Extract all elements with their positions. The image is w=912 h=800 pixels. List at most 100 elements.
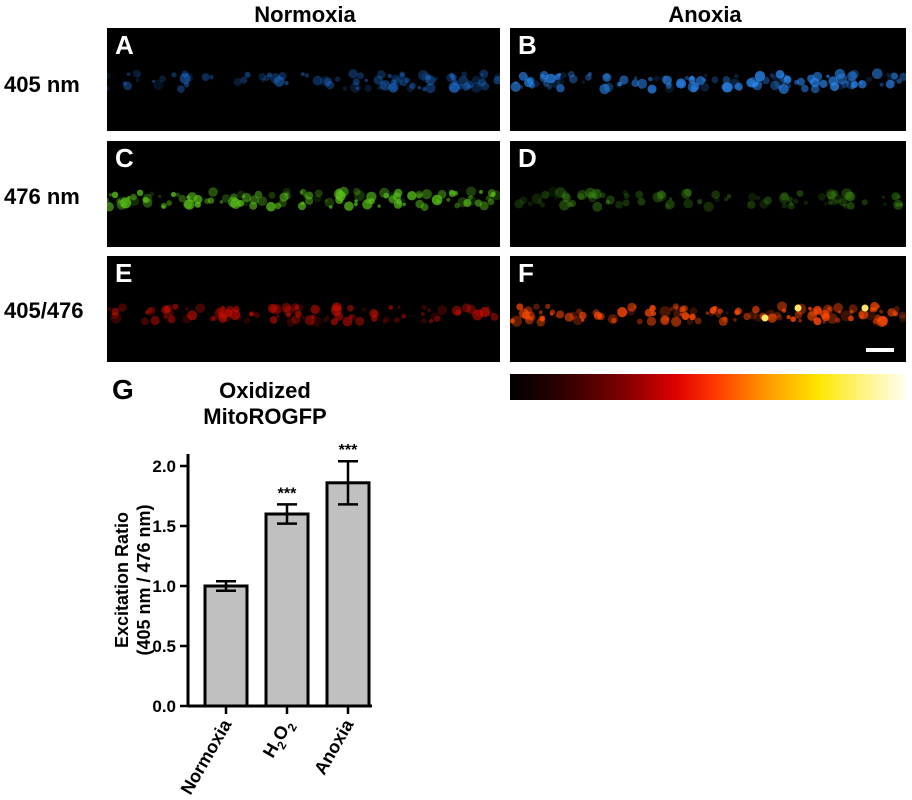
fluorescence-spot bbox=[606, 199, 611, 205]
fluorescence-spot bbox=[149, 307, 155, 313]
fluorescence-spot bbox=[660, 316, 670, 326]
fluorescence-spot bbox=[462, 85, 469, 92]
fluorescence-spot bbox=[828, 196, 832, 200]
fluorescence-spot bbox=[394, 77, 403, 86]
fluorescence-spot bbox=[357, 72, 365, 80]
fluorescence-spot bbox=[466, 304, 477, 315]
fluorescence-spot bbox=[581, 80, 586, 84]
fluorescence-spot bbox=[538, 310, 543, 315]
fluorescence-spot bbox=[267, 72, 272, 78]
fluorescence-spot bbox=[421, 189, 432, 200]
fluorescence-spot bbox=[810, 77, 820, 88]
hot-spot bbox=[861, 304, 869, 312]
x-tick-label: Anoxia bbox=[310, 715, 358, 778]
fluorescence-spot bbox=[710, 305, 720, 315]
fluorescence-spot bbox=[836, 80, 846, 90]
fluorescence-spot bbox=[311, 314, 316, 319]
fluorescence-spot bbox=[813, 305, 822, 315]
fluorescence-spot bbox=[463, 198, 472, 208]
fluorescence-spot bbox=[755, 82, 759, 86]
fluorescence-spot bbox=[872, 318, 879, 325]
fluorescence-spot bbox=[647, 84, 657, 94]
fluorescence-spot bbox=[402, 202, 407, 207]
fluorescence-spot bbox=[107, 307, 112, 311]
fluorescence-spot bbox=[831, 196, 836, 201]
fluorescence-spot bbox=[585, 187, 596, 199]
fluorescence-spot bbox=[342, 316, 353, 327]
fluorescence-spot bbox=[539, 315, 545, 322]
fluorescence-spot bbox=[689, 313, 696, 321]
fluorescence-spot bbox=[221, 194, 231, 203]
fluorescence-spot bbox=[759, 199, 769, 209]
fluorescence-spot bbox=[838, 310, 842, 314]
fluorescence-spot bbox=[539, 70, 549, 80]
fluorescence-spot bbox=[587, 191, 594, 198]
fluorescence-spot bbox=[705, 311, 709, 315]
fluorescence-spot bbox=[418, 70, 429, 81]
fluorescence-spot bbox=[405, 77, 411, 83]
fluorescence-spot bbox=[320, 75, 331, 87]
fluorescence-spot bbox=[858, 309, 869, 320]
fluorescence-spot bbox=[324, 78, 331, 85]
fluorescence-spot bbox=[666, 83, 672, 89]
fluorescence-spot bbox=[383, 192, 390, 199]
fluorescence-spot bbox=[461, 71, 468, 78]
fluorescence-spot bbox=[841, 80, 849, 89]
fluorescence-spot bbox=[145, 310, 150, 315]
fluorescence-spot bbox=[387, 83, 398, 93]
fluorescence-spot bbox=[885, 79, 895, 89]
fluorescence-spot bbox=[322, 317, 328, 323]
y-tick-label: 1.0 bbox=[152, 577, 176, 596]
fluorescence-spot bbox=[704, 73, 708, 78]
fluorescence-spot bbox=[896, 194, 901, 199]
fluorescence-spot bbox=[605, 199, 610, 204]
fluorescence-spot bbox=[107, 202, 114, 212]
fluorescence-spot bbox=[849, 309, 854, 314]
fluorescence-spot bbox=[787, 202, 795, 210]
fluorescence-spot bbox=[472, 75, 481, 85]
panel-letter-d: D bbox=[518, 143, 537, 173]
row-label-405: 405 nm bbox=[4, 72, 80, 97]
fluorescence-spot bbox=[556, 84, 565, 93]
fluorescence-spot bbox=[466, 186, 477, 197]
fluorescence-spot bbox=[793, 198, 799, 204]
fluorescence-spot bbox=[468, 195, 473, 200]
fluorescence-spot bbox=[394, 188, 403, 198]
fluorescence-spot bbox=[844, 191, 855, 201]
panel-g-title-line2: MitoROGFP bbox=[203, 404, 327, 429]
fluorescence-spot bbox=[420, 312, 425, 316]
fluorescence-spot bbox=[587, 72, 592, 77]
fluorescence-spot bbox=[185, 307, 189, 311]
fluorescence-spot bbox=[330, 318, 338, 326]
fluorescence-spot bbox=[526, 76, 535, 85]
panel-a: A bbox=[107, 28, 500, 131]
fluorescence-spot bbox=[377, 70, 386, 79]
fluorescence-spot bbox=[681, 312, 690, 321]
fluorescence-spot bbox=[694, 317, 702, 325]
fluorescence-spot bbox=[518, 71, 528, 81]
fluorescence-spot bbox=[466, 195, 477, 206]
fluorescence-spot bbox=[449, 72, 455, 79]
fluorescence-spot bbox=[554, 74, 561, 80]
fluorescence-spot bbox=[733, 73, 739, 79]
fluorescence-spot bbox=[711, 76, 719, 84]
fluorescence-spot bbox=[479, 69, 489, 79]
fluorescence-spot bbox=[342, 86, 348, 91]
fluorescence-spot bbox=[122, 81, 128, 86]
fluorescence-spot bbox=[560, 72, 567, 79]
fluorescence-spot bbox=[818, 193, 826, 201]
fluorescence-spot bbox=[514, 81, 518, 84]
fluorescence-spot bbox=[557, 77, 565, 85]
fluorescence-spot bbox=[388, 195, 397, 204]
fluorescence-spot bbox=[433, 76, 439, 81]
fluorescence-spot bbox=[135, 78, 140, 83]
fluorescence-spot bbox=[118, 303, 127, 312]
fluorescence-spot bbox=[123, 81, 132, 91]
fluorescence-spot bbox=[347, 304, 354, 312]
fluorescence-spot bbox=[633, 76, 638, 80]
fluorescence-spot bbox=[569, 311, 578, 320]
fluorescence-spot bbox=[774, 311, 781, 318]
fluorescence-spot bbox=[841, 188, 853, 200]
fluorescence-spot bbox=[780, 192, 789, 201]
fluorescence-spot bbox=[858, 312, 865, 318]
